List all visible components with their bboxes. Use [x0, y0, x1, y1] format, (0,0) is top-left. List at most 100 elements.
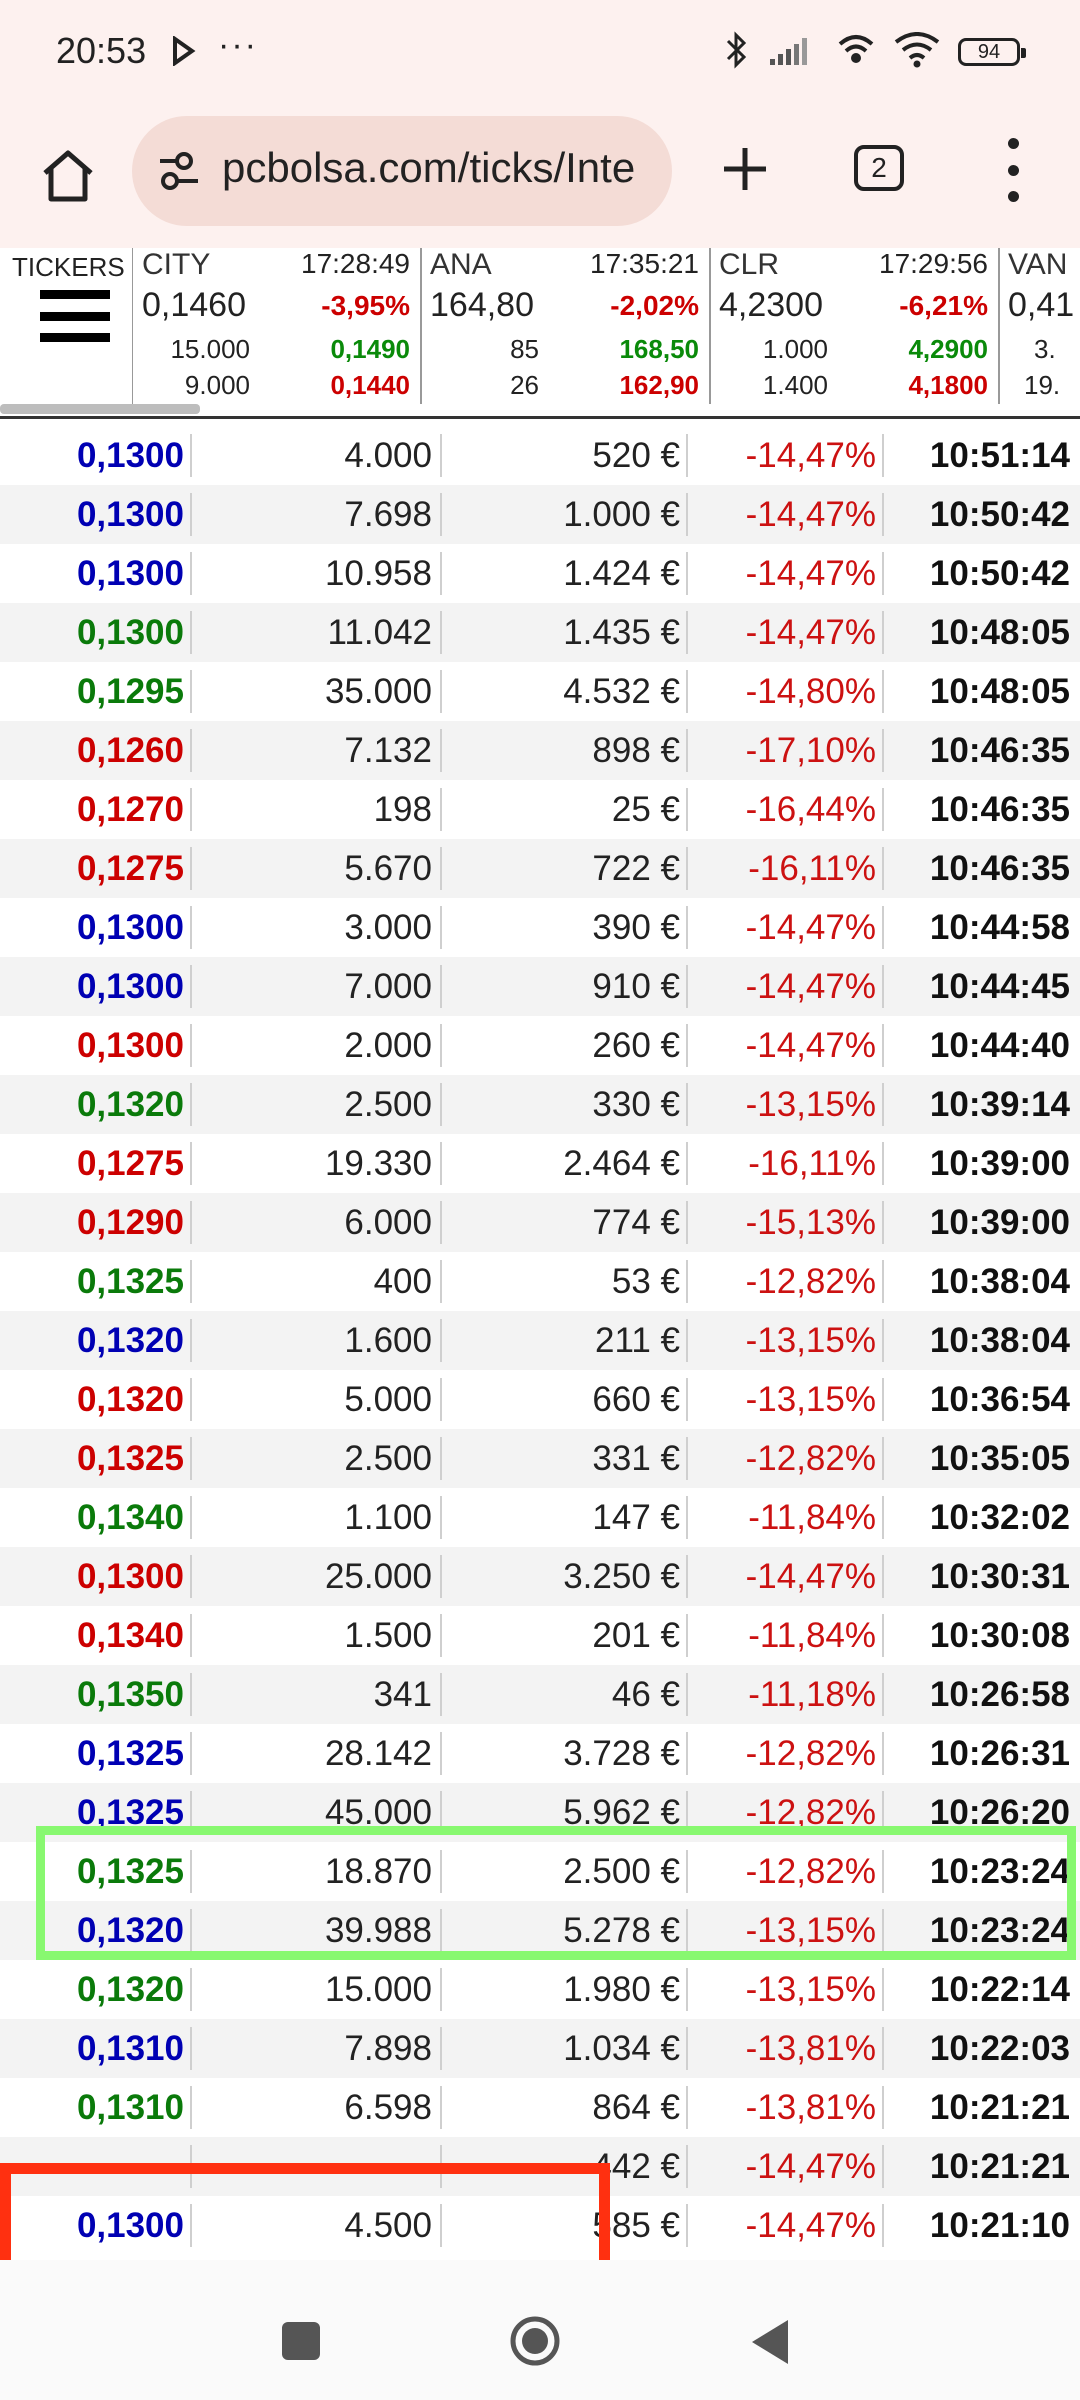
wifi-icon [894, 31, 940, 73]
status-time: 20:53 [56, 30, 147, 71]
column-divider [686, 611, 688, 654]
ticker-price: 0,41 [1008, 286, 1075, 324]
column-divider [190, 1614, 192, 1657]
trade-time: 10:48:05 [929, 613, 1070, 652]
ticker-bid-volume: 85 [510, 334, 539, 364]
nav-home-icon[interactable] [508, 2314, 562, 2368]
table-row: 0,1325 45.000 5.962 € -12,82% 10:26:20 [0, 1783, 1080, 1842]
column-divider [190, 2027, 192, 2070]
trade-price: 0,1300 [76, 1557, 184, 1596]
table-row: 0,1300 4.000 520 € -14,47% 10:51:14 [0, 426, 1080, 485]
trade-amount: 3.728 € [563, 1734, 680, 1773]
trade-amount: 330 € [592, 1085, 680, 1124]
trade-shares: 19.330 [324, 1144, 432, 1183]
table-row: 0,1320 39.988 5.278 € -13,15% 10:23:24 [0, 1901, 1080, 1960]
trade-amount: 4.532 € [563, 672, 680, 711]
column-divider [882, 2145, 884, 2188]
trade-change-pct: -16,11% [748, 849, 876, 888]
column-divider [686, 2204, 688, 2247]
ticker-symbol: CITY [142, 248, 211, 281]
column-divider [686, 1791, 688, 1834]
table-row: 0,1320 15.000 1.980 € -13,15% 10:22:14 [0, 1960, 1080, 2019]
ticker-strip[interactable]: TICKERS CITY 17:28:49 0,1460 -3,95% 15.0… [0, 248, 1080, 419]
trade-time: 10:39:00 [929, 1144, 1070, 1183]
trade-change-pct: -12,82% [745, 1734, 876, 1773]
column-divider [882, 670, 884, 713]
trade-amount: 2.500 € [563, 1852, 680, 1891]
trade-time: 10:32:02 [929, 1498, 1070, 1537]
column-divider [686, 729, 688, 772]
column-divider [882, 1968, 884, 2011]
table-row: 0,1300 4.500 585 € -14,47% 10:21:10 [0, 2196, 1080, 2255]
system-nav-bar [0, 2260, 1080, 2400]
ticker-scrollbar[interactable] [0, 404, 200, 414]
column-divider [686, 670, 688, 713]
trade-amount: 910 € [592, 967, 680, 1006]
trade-amount: 25 € [611, 790, 680, 829]
table-row: 0,1320 1.600 211 € -13,15% 10:38:04 [0, 1311, 1080, 1370]
url-text[interactable]: pcbolsa.com/ticks/Inte [222, 144, 636, 191]
trade-price: 0,1350 [76, 1675, 184, 1714]
ticker-change: -3,95% [321, 290, 410, 321]
ticker-card-clr[interactable]: CLR 17:29:56 4,2300 -6,21% 1.000 4,2900 … [711, 248, 1000, 404]
home-button[interactable] [34, 142, 102, 210]
trade-price: 0,1325 [76, 1852, 184, 1891]
trade-change-pct: -14,47% [745, 495, 876, 534]
table-row: 0,1310 7.898 1.034 € -13,81% 10:22:03 [0, 2019, 1080, 2078]
trade-shares: 45.000 [324, 1793, 432, 1832]
trade-time: 10:21:21 [929, 2147, 1070, 2186]
trade-amount: 5.278 € [563, 1911, 680, 1950]
trade-change-pct: -12,82% [745, 1793, 876, 1832]
column-divider [440, 788, 442, 831]
recents-icon[interactable] [282, 2322, 320, 2360]
trade-price: 0,1300 [76, 436, 184, 475]
column-divider [882, 1673, 884, 1716]
column-divider [440, 611, 442, 654]
table-row: 0,1340 1.100 147 € -11,84% 10:32:02 [0, 1488, 1080, 1547]
column-divider [686, 965, 688, 1008]
trade-price: 0,1320 [76, 1321, 184, 1360]
column-divider [686, 847, 688, 890]
trade-shares: 28.142 [324, 1734, 432, 1773]
trade-shares: 3.000 [344, 908, 432, 947]
column-divider [440, 552, 442, 595]
new-tab-button[interactable] [712, 136, 778, 202]
site-settings-icon[interactable] [156, 148, 202, 199]
column-divider [686, 1614, 688, 1657]
trade-shares: 7.898 [344, 2029, 432, 2068]
address-bar[interactable]: pcbolsa.com/ticks/Inte [132, 116, 672, 226]
trade-amount: 390 € [592, 908, 680, 947]
column-divider [882, 1260, 884, 1303]
ticker-card-van[interactable]: VAN 0,41 3. 19. [1000, 248, 1080, 404]
trade-amount: 520 € [592, 436, 680, 475]
trade-amount: 53 € [611, 1262, 680, 1301]
ticker-ask-volume: 9.000 [184, 370, 250, 400]
trade-time: 10:23:24 [929, 1911, 1070, 1950]
trade-shares: 4.000 [344, 436, 432, 475]
trade-amount: 1.980 € [563, 1970, 680, 2009]
column-divider [440, 965, 442, 1008]
ticker-time: 17:28:49 [301, 248, 410, 279]
column-divider [190, 729, 192, 772]
column-divider [190, 847, 192, 890]
trade-shares: 2.500 [344, 1085, 432, 1124]
trade-change-pct: -12,82% [745, 1852, 876, 1891]
trade-change-pct: -15,13% [745, 1203, 876, 1242]
column-divider [882, 1083, 884, 1126]
ticker-card-ana[interactable]: ANA 17:35:21 164,80 -2,02% 85 168,50 26 … [422, 248, 711, 404]
tickers-menu-button[interactable]: TICKERS [0, 248, 133, 404]
more-menu-icon[interactable] [998, 138, 1028, 202]
back-icon[interactable] [750, 2318, 790, 2371]
column-divider [882, 1614, 884, 1657]
column-divider [882, 906, 884, 949]
trade-time: 10:51:14 [929, 436, 1070, 475]
column-divider [190, 1968, 192, 2011]
hamburger-icon[interactable] [40, 290, 110, 342]
ticker-card-city[interactable]: CITY 17:28:49 0,1460 -3,95% 15.000 0,149… [134, 248, 422, 404]
tab-switcher-button[interactable]: 2 [854, 145, 904, 191]
table-row: 0,1320 2.500 330 € -13,15% 10:39:14 [0, 1075, 1080, 1134]
column-divider [190, 906, 192, 949]
trade-price: 0,1275 [76, 849, 184, 888]
column-divider [882, 788, 884, 831]
column-divider [440, 1437, 442, 1480]
